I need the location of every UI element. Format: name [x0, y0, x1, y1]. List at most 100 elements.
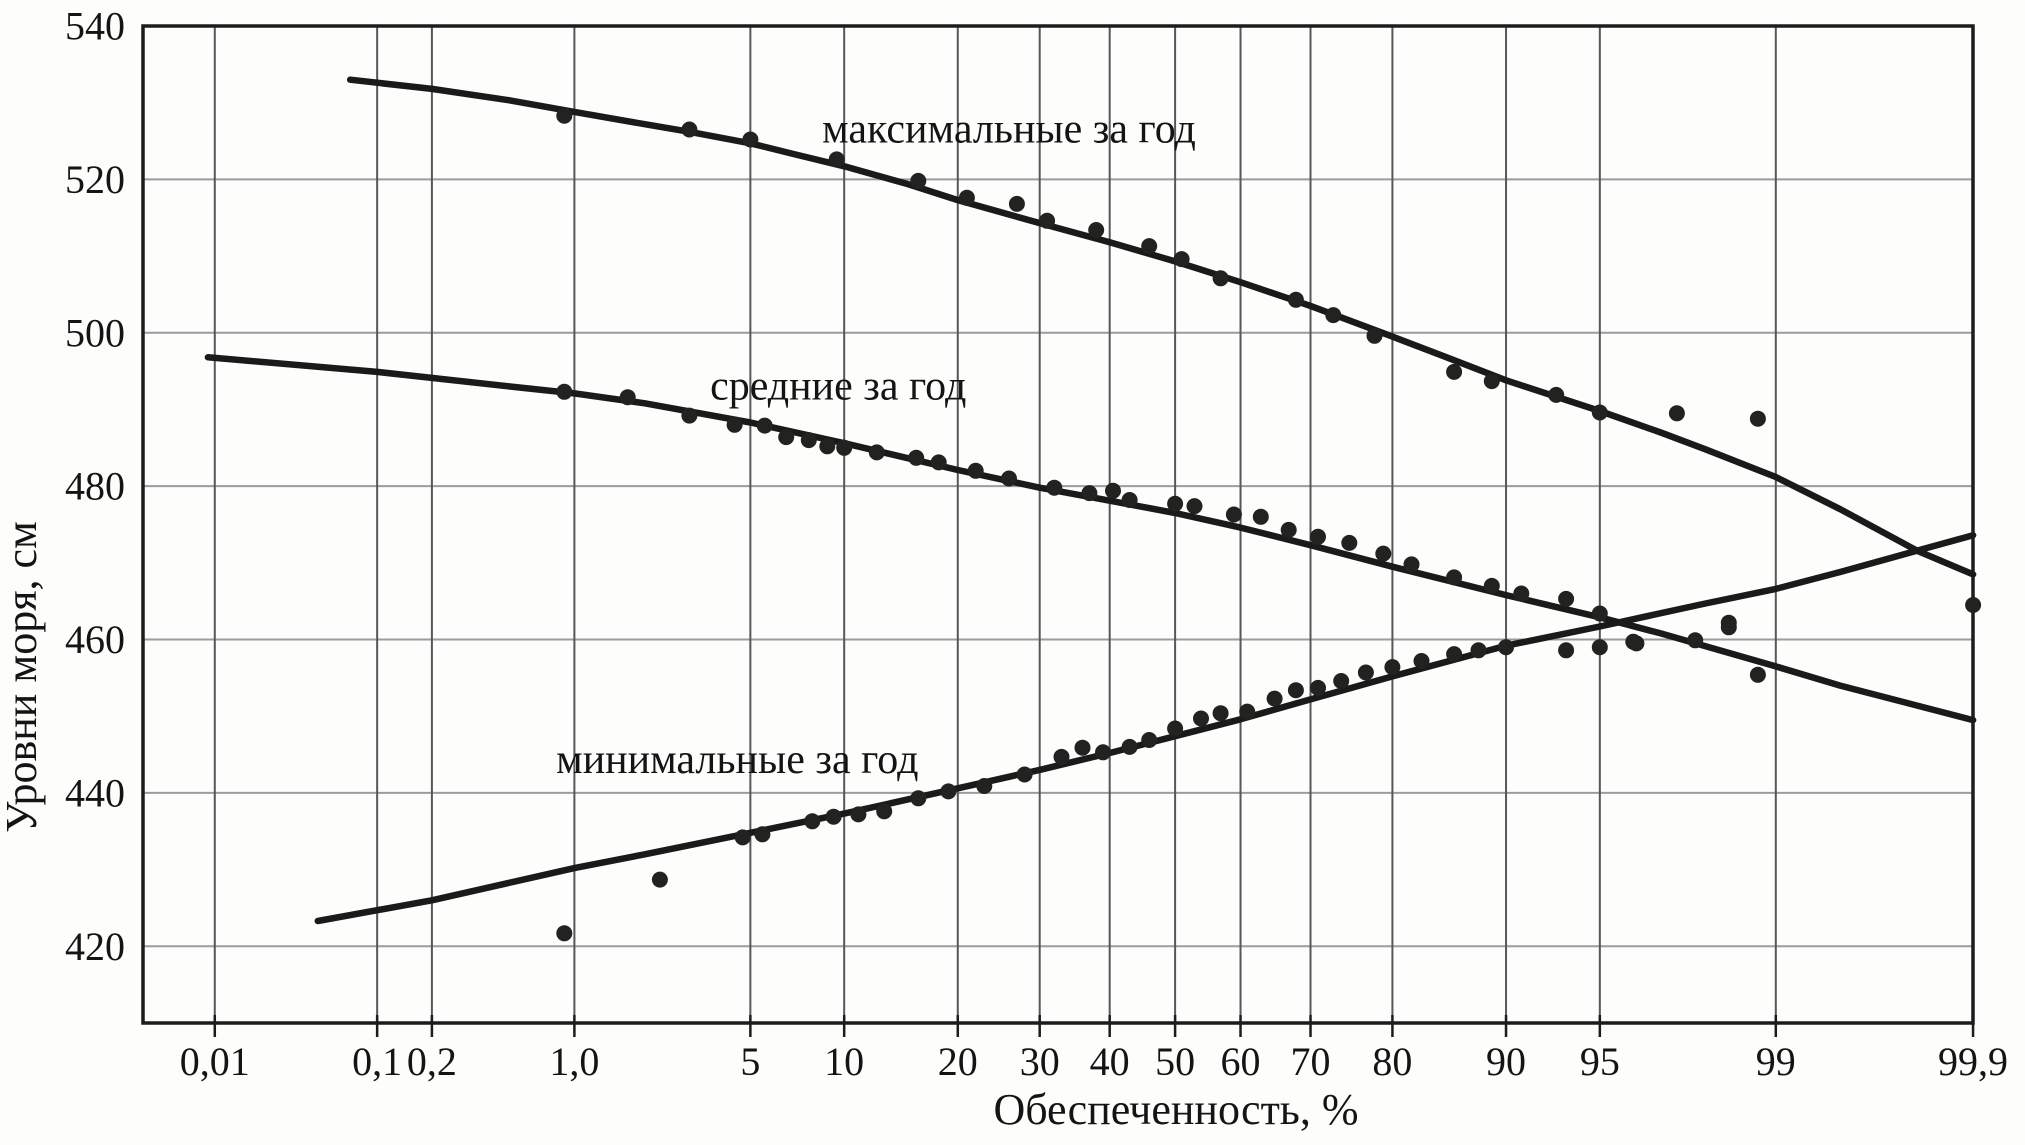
y-tick-label: 420: [65, 924, 125, 969]
min-annual-point: [1193, 710, 1209, 727]
x-tick-label: 30: [1020, 1039, 1060, 1084]
mean-annual-point: [1687, 632, 1704, 649]
x-tick-label: 50: [1155, 1039, 1195, 1084]
min-annual-point: [1498, 639, 1514, 656]
mean-annual-point: [1513, 585, 1530, 602]
min-annual-point: [1413, 653, 1430, 669]
mean-annual-point: [1046, 479, 1063, 496]
min-annual-point: [1016, 766, 1033, 783]
y-axis-title: Уровни моря, см: [0, 521, 46, 833]
min-annual-point: [876, 803, 893, 820]
max-annual-point: [910, 172, 927, 189]
min-annual-point: [940, 783, 957, 800]
y-tick-label: 520: [65, 157, 125, 202]
min-annual-point: [1266, 690, 1283, 707]
min-annual-point: [1095, 744, 1111, 761]
mean-annual-point: [1105, 482, 1121, 499]
mean-annual-point: [1341, 534, 1358, 551]
max-annual-point: [1749, 410, 1766, 427]
min-annual-point: [556, 925, 573, 942]
max-annual-point: [1088, 222, 1105, 238]
series-label-mean-annual: средние за год: [710, 364, 966, 410]
max-annual-point: [1212, 270, 1229, 287]
max-annual-point: [1173, 251, 1190, 268]
y-tick-label: 540: [65, 4, 125, 49]
x-tick-label: 80: [1372, 1039, 1412, 1084]
y-tick-label: 500: [65, 310, 125, 355]
mean-annual-point: [1558, 590, 1575, 607]
mean-annual-line: [204, 354, 1977, 724]
max-annual-point: [1483, 373, 1500, 390]
min-annual-point: [825, 808, 842, 825]
max-annual-point: [1591, 404, 1608, 421]
max-annual-point: [681, 121, 698, 138]
min-annual-point: [1470, 642, 1487, 659]
mean-annual-point: [778, 429, 795, 446]
min-annual-point: [734, 829, 751, 846]
mean-annual-point: [1186, 498, 1203, 515]
x-tick-label: 99,9: [1938, 1039, 2008, 1084]
mean-annual-point: [1591, 605, 1608, 622]
mean-annual-point: [967, 462, 984, 479]
x-tick-label: 40: [1090, 1039, 1130, 1084]
mean-annual-point: [1310, 528, 1326, 545]
x-tick-label: 0,01: [180, 1039, 250, 1084]
min-annual-point: [1287, 682, 1304, 699]
mean-annual-point: [836, 439, 853, 456]
min-annual-point: [1720, 614, 1737, 631]
mean-annual-point: [908, 449, 925, 466]
mean-annual-point: [756, 417, 773, 434]
max-annual-point: [1325, 307, 1342, 324]
min-annual-point: [1333, 673, 1350, 689]
series-label-max-annual: максимальные за год: [822, 107, 1196, 153]
x-tick-label: 0,2: [407, 1039, 457, 1084]
min-annual-point: [1628, 635, 1645, 652]
x-tick-label: 20: [938, 1039, 978, 1084]
x-tick-label: 90: [1486, 1039, 1526, 1084]
plot-border: [141, 24, 1975, 1025]
y-tick-label: 460: [65, 617, 125, 662]
data-points-layer: [556, 107, 1982, 942]
max-annual-point: [1668, 405, 1685, 422]
mean-annual-point: [1375, 545, 1392, 562]
mean-annual-point: [1167, 495, 1184, 512]
min-annual-point: [1357, 664, 1374, 681]
min-annual-point: [850, 806, 867, 823]
series-label-min-annual: минимальные за год: [556, 737, 918, 783]
max-annual-point: [1039, 212, 1056, 229]
mean-annual-point: [1403, 556, 1420, 573]
mean-annual-point: [726, 416, 743, 433]
x-tick-label: 99: [1756, 1039, 1796, 1084]
x-axis-title: Обеспеченность, %: [993, 1085, 1358, 1134]
max-annual-point: [742, 131, 759, 148]
mean-annual-point: [1081, 485, 1098, 502]
mean-annual-point: [1121, 492, 1138, 508]
min-annual-point: [1558, 642, 1575, 659]
min-annual-point: [1141, 732, 1158, 748]
mean-annual-point: [619, 389, 636, 406]
min-annual-point: [1384, 659, 1401, 676]
tick-label-layer: 540 520 500 480 460 440 420 0,01 0,1 0,2 1,0 5 10 20 3…: [65, 4, 2008, 1085]
min-annual-point: [804, 813, 821, 830]
mean-annual-point: [930, 454, 947, 471]
max-annual-line: [346, 76, 1977, 578]
max-annual-point: [556, 107, 573, 124]
mean-annual-point: [800, 432, 817, 449]
mean-annual-point: [868, 444, 885, 461]
min-annual-point: [1167, 720, 1184, 737]
x-tick-label: 70: [1291, 1039, 1331, 1084]
mean-annual-point: [1280, 521, 1297, 538]
max-annual-point: [1446, 363, 1463, 380]
min-annual-point: [1121, 738, 1138, 755]
x-tick-label: 60: [1221, 1039, 1261, 1084]
x-tick-label: 95: [1580, 1039, 1620, 1084]
mean-annual-point: [1483, 577, 1500, 594]
min-annual-line: [314, 531, 1977, 925]
mean-annual-point: [1446, 569, 1463, 586]
mean-annual-point: [1252, 508, 1269, 525]
mean-annual-point: [1225, 506, 1242, 523]
y-tick-label: 480: [65, 464, 125, 509]
mean-annual-point: [556, 383, 573, 400]
